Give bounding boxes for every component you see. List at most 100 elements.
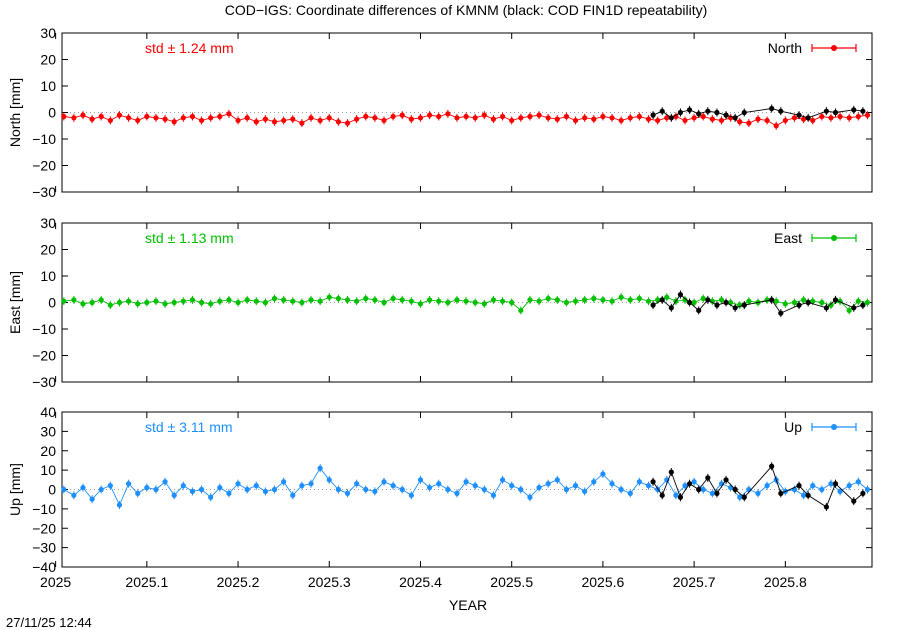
up-series-point bbox=[627, 490, 633, 496]
x-tick-label: 2025.4 bbox=[399, 574, 442, 590]
north-repeatability-series-point bbox=[741, 109, 747, 116]
up-repeatability-series-point bbox=[723, 477, 729, 483]
up-series-point bbox=[125, 481, 132, 487]
east-series-point bbox=[107, 302, 113, 308]
east-y-tick-label: 0 bbox=[48, 295, 56, 311]
up-series-point bbox=[208, 494, 214, 500]
north-legend-label: North bbox=[768, 40, 802, 56]
north-series-point bbox=[344, 120, 351, 126]
east-repeatability-series-point bbox=[823, 305, 829, 311]
up-series-point bbox=[144, 484, 150, 491]
up-series-point bbox=[691, 479, 697, 485]
east-series-point bbox=[828, 302, 834, 308]
up-series-point bbox=[381, 479, 387, 485]
north-series-point bbox=[290, 116, 296, 122]
up-series-point bbox=[864, 486, 871, 493]
north-repeatability-series-point bbox=[796, 112, 802, 118]
up-series-point bbox=[800, 492, 807, 498]
up-series-point bbox=[335, 486, 341, 493]
north-series-point bbox=[800, 116, 807, 122]
up-series-point bbox=[116, 502, 123, 508]
up-series-point bbox=[810, 483, 816, 489]
up-y-axis-label: Up [mm] bbox=[7, 463, 23, 516]
up-series-point bbox=[89, 496, 95, 502]
up-y-tick-label: −10 bbox=[32, 501, 56, 517]
up-series-point bbox=[472, 483, 478, 489]
north-series-point bbox=[144, 113, 150, 120]
north-series-point bbox=[107, 117, 113, 124]
north-series-point bbox=[855, 113, 861, 120]
east-series-point bbox=[746, 298, 752, 304]
up-series-point bbox=[153, 486, 159, 493]
north-repeatability-series-point bbox=[650, 112, 656, 118]
east-series-point bbox=[244, 297, 250, 303]
east-series-point bbox=[728, 299, 734, 306]
east-series-point bbox=[855, 298, 861, 304]
north-series-point bbox=[381, 117, 387, 124]
north-series-point bbox=[180, 115, 186, 121]
east-series-point bbox=[527, 297, 533, 303]
north-series-point bbox=[326, 115, 332, 121]
east-series-point bbox=[116, 299, 123, 306]
east-series-point bbox=[308, 297, 314, 303]
east-y-tick-label: −20 bbox=[32, 348, 56, 364]
up-series-point bbox=[71, 492, 77, 498]
up-repeatability-series-point bbox=[668, 469, 674, 475]
up-series-point bbox=[445, 486, 451, 493]
x-tick-label: 2025.7 bbox=[673, 574, 716, 590]
north-series-point bbox=[645, 116, 652, 122]
north-series-point bbox=[472, 115, 478, 121]
east-std-label: std ± 1.13 mm bbox=[145, 230, 234, 246]
up-repeatability-series-point bbox=[778, 490, 784, 496]
up-repeatability-series-point bbox=[741, 494, 747, 500]
up-repeatability-series-point bbox=[650, 479, 656, 485]
north-series-point bbox=[518, 115, 524, 121]
north-series-point bbox=[125, 115, 132, 121]
east-series-point bbox=[89, 299, 95, 306]
up-y-tick-label: 20 bbox=[40, 443, 56, 459]
east-series-point bbox=[344, 297, 351, 303]
up-series-point bbox=[572, 483, 579, 489]
north-series-point bbox=[509, 117, 515, 124]
north-repeatability-series-point bbox=[723, 112, 729, 118]
up-series-point bbox=[363, 486, 369, 493]
east-series-point bbox=[864, 299, 871, 306]
north-series-point bbox=[737, 119, 743, 125]
east-repeatability-series-point bbox=[796, 302, 802, 308]
north-series-point bbox=[189, 113, 196, 120]
up-series-point bbox=[135, 490, 141, 496]
east-series-point bbox=[198, 299, 205, 306]
north-y-axis-label: North [mm] bbox=[7, 78, 23, 147]
north-series-point bbox=[773, 123, 779, 129]
north-series-point bbox=[89, 116, 95, 122]
north-series-point bbox=[554, 116, 560, 122]
north-series-point bbox=[80, 112, 86, 118]
up-series-point bbox=[244, 486, 250, 493]
north-series-point bbox=[627, 115, 633, 121]
up-std-label: std ± 3.11 mm bbox=[145, 419, 233, 435]
east-series-point bbox=[271, 295, 278, 302]
east-series-point bbox=[499, 298, 506, 304]
north-series-point bbox=[98, 113, 104, 120]
east-series-point bbox=[153, 298, 159, 304]
north-series-point bbox=[390, 113, 396, 120]
east-y-axis-label: East [mm] bbox=[7, 271, 23, 334]
up-repeatability-series-point bbox=[823, 504, 829, 510]
east-series-point bbox=[372, 297, 378, 303]
east-series-point bbox=[262, 299, 269, 306]
north-repeatability-series-point bbox=[851, 107, 857, 113]
east-series-point bbox=[281, 297, 287, 303]
north-series-point bbox=[636, 113, 642, 120]
north-legend-marker bbox=[831, 45, 837, 51]
north-repeatability-series-point bbox=[832, 109, 839, 116]
north-series-point bbox=[372, 115, 378, 121]
x-tick-label: 2025 bbox=[40, 574, 71, 590]
east-series-point bbox=[481, 301, 487, 307]
x-tick-label: 2025.1 bbox=[125, 574, 168, 590]
east-series-point bbox=[819, 299, 825, 306]
east-series-point bbox=[636, 295, 642, 302]
east-series-point bbox=[235, 299, 241, 306]
east-y-tick-label: 30 bbox=[40, 215, 56, 231]
north-series-point bbox=[655, 117, 661, 124]
up-series-point bbox=[645, 483, 652, 489]
